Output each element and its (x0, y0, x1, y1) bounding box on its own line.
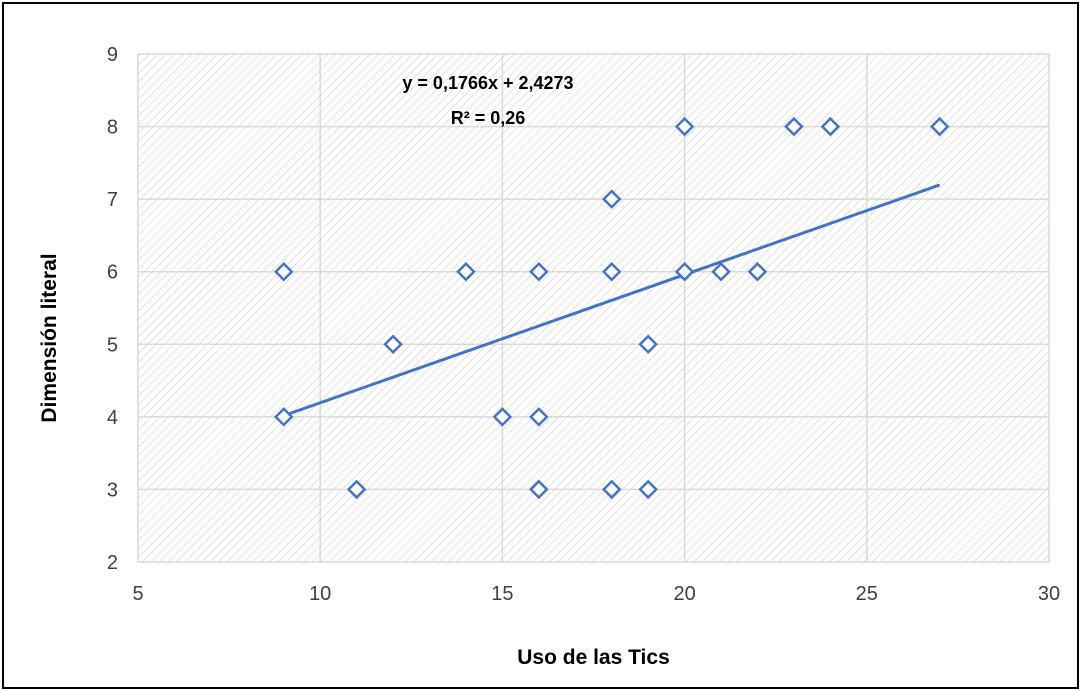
data-point (638, 334, 658, 355)
y-axis-title: Dimensión literal (38, 253, 61, 422)
x-tick-label: 25 (856, 583, 878, 605)
data-point (929, 116, 950, 137)
data-point (784, 116, 804, 137)
trendline (283, 183, 941, 418)
y-tick-label: 3 (107, 479, 118, 501)
y-tick-label: 8 (107, 117, 118, 139)
data-point (711, 261, 731, 282)
trendline-equation: y = 0,1766x + 2,4273 (402, 73, 573, 93)
data-point (601, 261, 622, 282)
data-point (346, 479, 367, 500)
data-point (529, 261, 549, 282)
y-tick-label: 4 (107, 407, 118, 429)
data-point (674, 116, 695, 137)
trendline-group (283, 183, 941, 418)
data-point (456, 261, 476, 282)
x-axis-title: Uso de las Tics (517, 646, 670, 669)
data-point (383, 334, 403, 355)
data-point (273, 407, 294, 427)
data-point (601, 189, 622, 209)
data-point (529, 479, 549, 500)
x-tick-label: 15 (491, 583, 513, 605)
x-tick-label: 5 (132, 583, 143, 605)
y-tick-label: 6 (107, 262, 118, 284)
data-point (747, 261, 768, 282)
data-point (638, 479, 658, 500)
data-point (674, 261, 695, 282)
scatter-chart: 2 3 4 5 6 7 8 9 5 10 15 20 25 30 y = 0,1766x + 2,427… (38, 44, 1060, 669)
data-point (601, 479, 622, 500)
x-tick-label: 30 (1038, 583, 1060, 605)
data-point (529, 407, 549, 427)
r-squared-label: R² = 0,26 (451, 108, 526, 128)
x-tick-label: 10 (309, 583, 331, 605)
y-tick-label: 9 (107, 44, 118, 66)
y-tick-label: 2 (107, 552, 118, 574)
x-axis-ticks: 5 10 15 20 25 30 (132, 583, 1060, 605)
x-tick-label: 20 (673, 583, 695, 605)
y-tick-label: 7 (107, 189, 118, 211)
data-points (273, 116, 950, 500)
data-point (273, 261, 294, 282)
y-tick-label: 5 (107, 334, 118, 356)
data-point (492, 407, 513, 427)
data-point (820, 116, 841, 137)
y-axis-ticks: 2 3 4 5 6 7 8 9 (107, 44, 118, 574)
